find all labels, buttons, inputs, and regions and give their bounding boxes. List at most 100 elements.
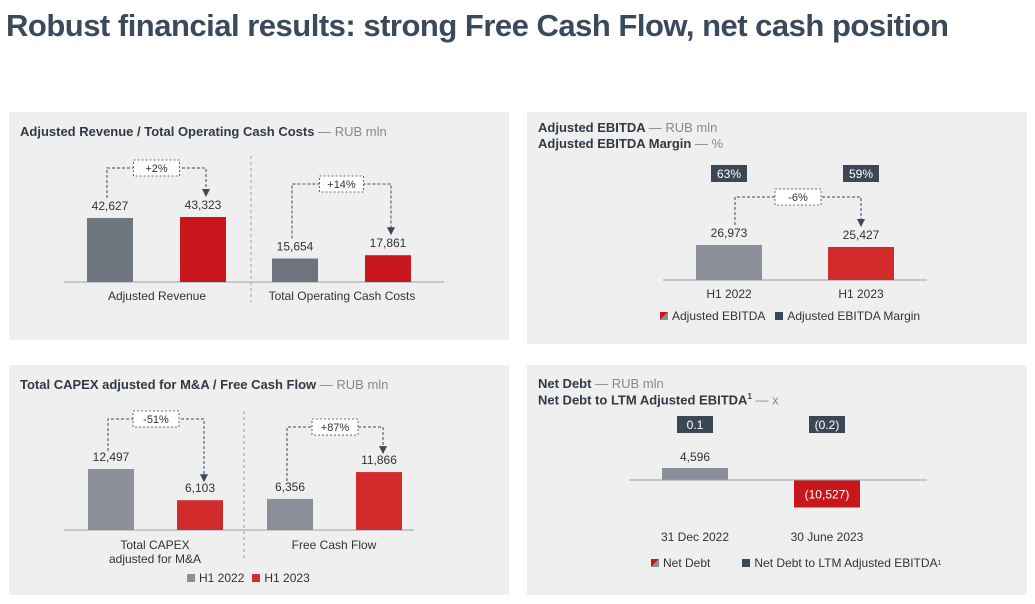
ratio-label: 0.1: [687, 418, 704, 432]
data-label: 6,356: [275, 480, 305, 494]
panel-unit-1: — RUB mln: [648, 120, 718, 135]
data-label: 25,427: [843, 228, 880, 242]
panel-title-text: Adjusted Revenue / Total Operating Cash …: [20, 124, 315, 139]
panel-title-text-1: Net Debt: [538, 376, 592, 391]
data-label: 42,627: [92, 199, 129, 213]
change-label: +87%: [321, 422, 350, 434]
change-label-box: [774, 188, 822, 206]
panel-unit-2: — x: [755, 392, 779, 408]
bar: [365, 255, 411, 282]
legend-item-adjusted-ebitda: Adjusted EBITDA: [660, 309, 765, 323]
page-title: Robust financial results: strong Free Ca…: [6, 8, 949, 43]
bar: [794, 480, 860, 508]
change-label: -51%: [143, 414, 169, 426]
panel-title-text-2: Adjusted EBITDA Margin: [538, 136, 692, 151]
arrow-down-icon: [379, 446, 387, 455]
legend-label: H1 2022: [199, 571, 245, 585]
arrow-down-icon: [857, 219, 865, 228]
chart-net-debt: 4,596 31 Dec 2022 0.1 (10,527) 30 June 2023 (…: [629, 416, 927, 544]
bar: [177, 500, 223, 530]
panel-unit-2: — %: [694, 136, 724, 151]
panel-title: Total CAPEX adjusted for M&A / Free Cash…: [20, 377, 388, 392]
category-label: 30 June 2023: [791, 530, 864, 544]
change-label-box: [132, 410, 180, 428]
panel-title: Adjusted Revenue / Total Operating Cash …: [20, 124, 387, 139]
legend: H1 2022 H1 2023: [187, 571, 310, 585]
chart-revenue-costs: 42,627 43,323 Adjusted Revenue +2% 15,654 17,…: [64, 156, 444, 303]
chart-ebitda: 26,973 H1 2022 63% 25,427 H1 2023 59% -6%: [663, 165, 927, 301]
category-label: Total Operating Cash Costs: [269, 289, 416, 303]
panel-title-text-1: Adjusted EBITDA: [538, 120, 646, 135]
data-label: 15,654: [277, 240, 314, 254]
data-label: 4,596: [680, 450, 710, 464]
bar: [180, 217, 226, 282]
category-label: Free Cash Flow: [292, 538, 377, 552]
legend-label: Adjusted EBITDA: [672, 309, 766, 323]
legend-label: Net Debt: [663, 556, 711, 570]
category-label: Total CAPEX: [120, 538, 189, 552]
ratio-box: [809, 416, 845, 433]
panel-unit: — RUB mln: [319, 377, 389, 392]
red-square-icon: [252, 574, 261, 582]
arrow-down-icon: [202, 189, 210, 197]
panel-ebitda: Adjusted EBITDA — RUB mln Adjusted EBITD…: [527, 112, 1027, 344]
ratio-label: (0.2): [815, 418, 840, 432]
bar: [87, 218, 133, 282]
data-label: 11,866: [361, 453, 397, 467]
change-label-box: [133, 159, 180, 177]
footnote-mark: 1: [937, 559, 942, 567]
panel-revenue-costs: Adjusted Revenue / Total Operating Cash …: [9, 112, 509, 340]
panel-title-2: Adjusted EBITDA Margin — %: [538, 136, 723, 151]
change-label: -6%: [788, 192, 808, 204]
change-connector: [291, 183, 392, 239]
legend-label: H1 2023: [264, 571, 310, 585]
legend-item-adjusted-ebitda-margin: Adjusted EBITDA Margin: [775, 309, 920, 323]
legend-item-h1-2022: H1 2022: [187, 571, 244, 585]
arrow-down-icon: [387, 227, 395, 236]
change-label: +14%: [327, 179, 356, 191]
split-red-grey-square-icon: [651, 559, 659, 567]
data-label: 43,323: [185, 198, 222, 212]
arrow-down-icon: [200, 474, 208, 483]
legend-label: Adjusted EBITDA Margin: [787, 309, 921, 323]
category-label: H1 2022: [706, 287, 752, 301]
margin-label: 63%: [717, 167, 741, 181]
data-label: 6,103: [185, 481, 215, 495]
category-label: 31 Dec 2022: [661, 530, 729, 544]
panel-unit-1: — RUB mln: [595, 376, 664, 391]
legend-item-net-debt: Net Debt: [651, 556, 710, 570]
bar: [356, 472, 402, 530]
change-label-box: [311, 418, 359, 436]
data-label: (10,527): [805, 488, 850, 502]
legend-item-h1-2023: H1 2023: [252, 571, 310, 585]
change-label-box: [319, 175, 364, 193]
bar: [267, 498, 313, 530]
panel-title-2: Net Debt to LTM Adjusted EBITDA1 — x: [538, 392, 779, 407]
split-red-grey-square-icon: [660, 312, 668, 320]
data-label: 26,973: [711, 226, 748, 240]
change-connector: [107, 418, 205, 477]
ratio-box: [677, 416, 713, 433]
panel-title-1: Adjusted EBITDA — RUB mln: [538, 120, 717, 135]
category-label: Adjusted Revenue: [108, 289, 206, 303]
bar: [272, 258, 318, 282]
bar: [88, 469, 134, 530]
legend-label: Net Debt to LTM Adjusted EBITDA: [754, 556, 938, 570]
change-connector: [106, 167, 207, 199]
panel-net-debt: Net Debt — RUB mln Net Debt to LTM Adjus…: [527, 365, 1027, 595]
panel-capex-fcf: Total CAPEX adjusted for M&A / Free Cash…: [9, 365, 509, 595]
panel-unit: — RUB mln: [318, 124, 387, 139]
bar: [696, 245, 762, 280]
margin-box: [711, 165, 747, 182]
legend: Net Debt Net Debt to LTM Adjusted EBITDA…: [651, 556, 941, 570]
margin-label: 59%: [849, 167, 873, 181]
bar: [828, 247, 894, 280]
category-label: adjusted for M&A: [109, 552, 201, 566]
footnote-mark: 1: [747, 392, 752, 401]
navy-square-icon: [742, 559, 751, 567]
panel-title-1: Net Debt — RUB mln: [538, 376, 664, 391]
panel-title-text-2: Net Debt to LTM Adjusted EBITDA: [538, 392, 748, 408]
legend-item-net-debt-ratio: Net Debt to LTM Adjusted EBITDA 1: [742, 556, 941, 570]
panel-title-text: Total CAPEX adjusted for M&A / Free Cash…: [20, 377, 317, 392]
